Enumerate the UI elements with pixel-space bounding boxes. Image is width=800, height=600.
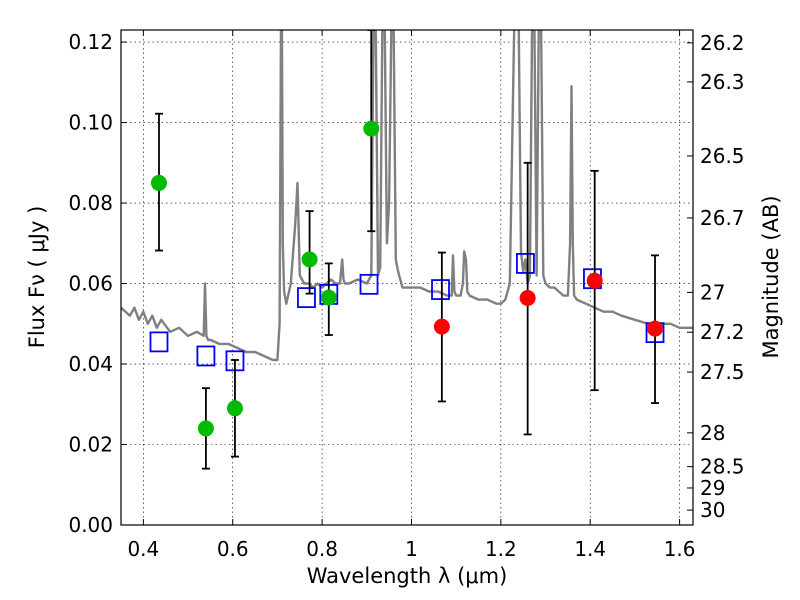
x-tick-label: 0.8 [306, 537, 338, 561]
sed-model-line [121, 30, 693, 362]
detection-point [150, 174, 167, 191]
x-tick-label: 1.6 [664, 537, 696, 561]
right-tick-label: 26.2 [700, 31, 745, 55]
grid [121, 30, 693, 526]
y-tick-label: 0.00 [68, 513, 113, 537]
right-tick-label: 28.5 [700, 455, 745, 479]
detection-point [320, 289, 337, 306]
right-axis-label: Magnitude (AB) [759, 195, 783, 358]
right-tick-label: 29 [700, 476, 725, 500]
plot-content [121, 30, 693, 470]
detection-point [519, 290, 536, 307]
model-photometry-square [359, 273, 379, 295]
detection-point [433, 318, 450, 335]
y-tick-label: 0.12 [68, 30, 113, 54]
x-tick-label: 0.6 [217, 537, 249, 561]
detection-point [301, 251, 318, 268]
y-axis-label: Flux Fν ( μJy ) [25, 206, 49, 349]
detection-point [586, 272, 603, 289]
model-photometry-square [431, 279, 450, 300]
right-tick-label: 26.5 [700, 144, 745, 168]
x-tick-label: 1 [405, 537, 418, 561]
detection-point [363, 120, 380, 137]
model-photometry-square [297, 287, 316, 309]
right-tick-label: 26.3 [700, 70, 745, 94]
right-tick-label: 28 [700, 421, 725, 445]
model-photometry-square [196, 345, 216, 367]
plot-frame [120, 29, 694, 526]
right-tick-label: 27.5 [700, 360, 745, 384]
x-tick-label: 1.4 [574, 537, 606, 561]
detection-point [197, 420, 214, 437]
x-tick-label: 1.2 [485, 537, 517, 561]
ticks: 0.4 0.6 0.8 1 1.2 1.4 1.6 0.00 0.02 0.04 0.06 0.08 0… [68, 30, 745, 561]
y-tick-label: 0.02 [68, 433, 113, 457]
y-tick-label: 0.06 [68, 272, 113, 296]
model-photometry-square [516, 253, 535, 274]
detection-point [226, 400, 243, 417]
y-tick-label: 0.10 [68, 111, 113, 135]
x-tick-label: 0.4 [127, 537, 159, 561]
model-photometry-square [149, 331, 169, 353]
right-tick-label: 27 [700, 280, 725, 304]
y-tick-label: 0.04 [68, 352, 113, 376]
right-tick-label: 30 [700, 498, 725, 522]
y-tick-label: 0.08 [68, 191, 113, 215]
right-tick-label: 27.2 [700, 320, 745, 344]
detection-point [647, 320, 664, 337]
right-tick-label: 26.7 [700, 206, 745, 230]
x-axis-label: Wavelength λ (μm) [307, 564, 508, 588]
